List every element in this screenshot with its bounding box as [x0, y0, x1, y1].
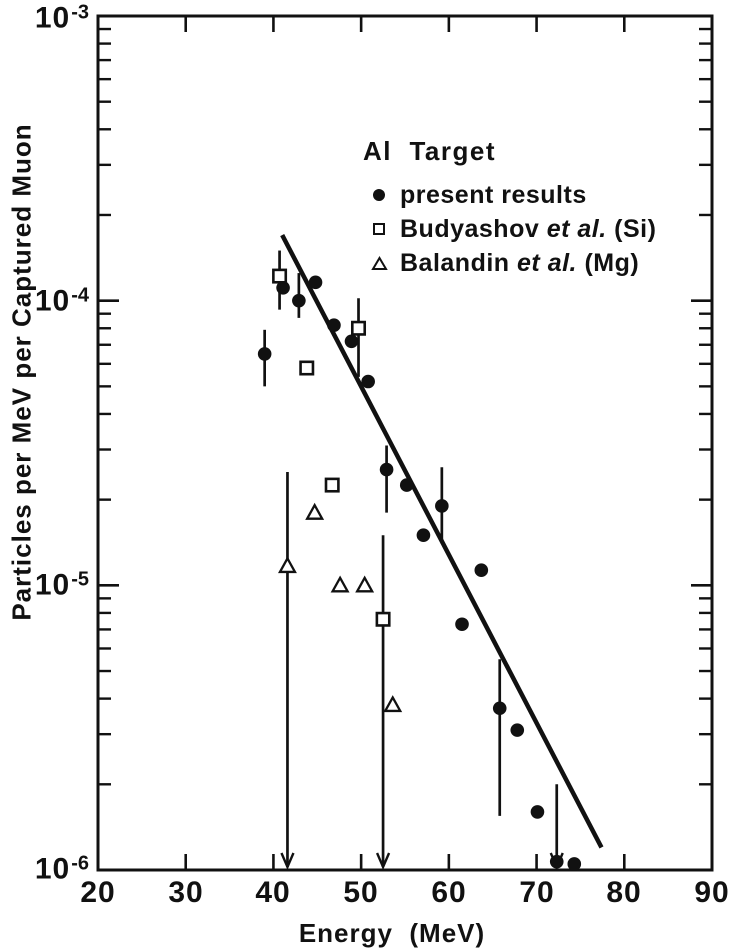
legend: Al Target present results Budyashov et a… — [358, 136, 656, 280]
data-point — [375, 611, 391, 627]
arrow-head-icon — [375, 852, 391, 871]
data-point — [257, 347, 272, 361]
plot-frame — [96, 14, 714, 872]
x-tick-label: 30 — [168, 876, 204, 909]
x-tick-label: 20 — [80, 876, 116, 909]
data-point — [510, 723, 525, 737]
legend-item-present-results: present results — [358, 178, 656, 212]
y-tick-label: 10-5 — [34, 568, 89, 602]
data-point — [272, 268, 288, 284]
data-point — [330, 575, 350, 593]
open-triangle-icon — [370, 255, 388, 270]
legend-item-label: Budyashov et al. (Si) — [400, 214, 657, 243]
data-point — [492, 701, 507, 716]
data-point — [549, 854, 564, 869]
data-point — [327, 318, 341, 333]
x-tick-label: 50 — [343, 876, 379, 909]
x-tick-label: 80 — [606, 876, 642, 909]
data-point — [355, 575, 375, 593]
data-point — [308, 275, 323, 290]
y-tick-label: 10-6 — [34, 852, 89, 886]
series-present-results — [257, 273, 582, 871]
series-budyashov-et-al-si — [272, 250, 391, 871]
x-tick-label: 70 — [519, 876, 555, 909]
arrow-head-icon — [280, 852, 295, 871]
data-point — [299, 360, 315, 376]
data-point — [399, 478, 414, 492]
legend-item-label: Balandin et al. (Mg) — [400, 248, 640, 277]
y-tick-label: 10-4 — [34, 284, 89, 318]
series-balandin-et-al-mg — [278, 472, 403, 871]
x-tick-label: 60 — [431, 876, 467, 909]
x-axis-title: Energy (MeV) — [298, 918, 486, 948]
data-point — [344, 334, 359, 349]
legend-item-balandin: Balandin et al. (Mg) — [358, 246, 656, 280]
data-point — [305, 502, 325, 520]
x-tick-label: 90 — [694, 876, 730, 909]
data-point — [379, 462, 394, 477]
data-point — [383, 695, 403, 713]
data-point — [435, 499, 449, 513]
legend-title: Al Target — [363, 136, 496, 166]
y-tick-label: 10-3 — [34, 1, 89, 35]
data-point — [416, 528, 431, 543]
data-point — [567, 857, 582, 871]
data-point — [351, 320, 367, 336]
data-point — [530, 805, 545, 819]
legend-item-label: present results — [400, 180, 587, 209]
y-axis-title: Particles per MeV per Captured Muon — [6, 123, 37, 621]
data-point — [324, 477, 340, 493]
data-point — [278, 556, 297, 574]
data-point — [474, 563, 489, 578]
x-tick-label: 40 — [255, 876, 291, 909]
legend-item-budyashov: Budyashov et al. (Si) — [358, 212, 656, 246]
data-point — [455, 617, 469, 632]
open-square-icon — [373, 223, 385, 235]
data-point — [361, 374, 375, 389]
filled-circle-icon — [373, 189, 385, 201]
data-point — [292, 293, 306, 308]
